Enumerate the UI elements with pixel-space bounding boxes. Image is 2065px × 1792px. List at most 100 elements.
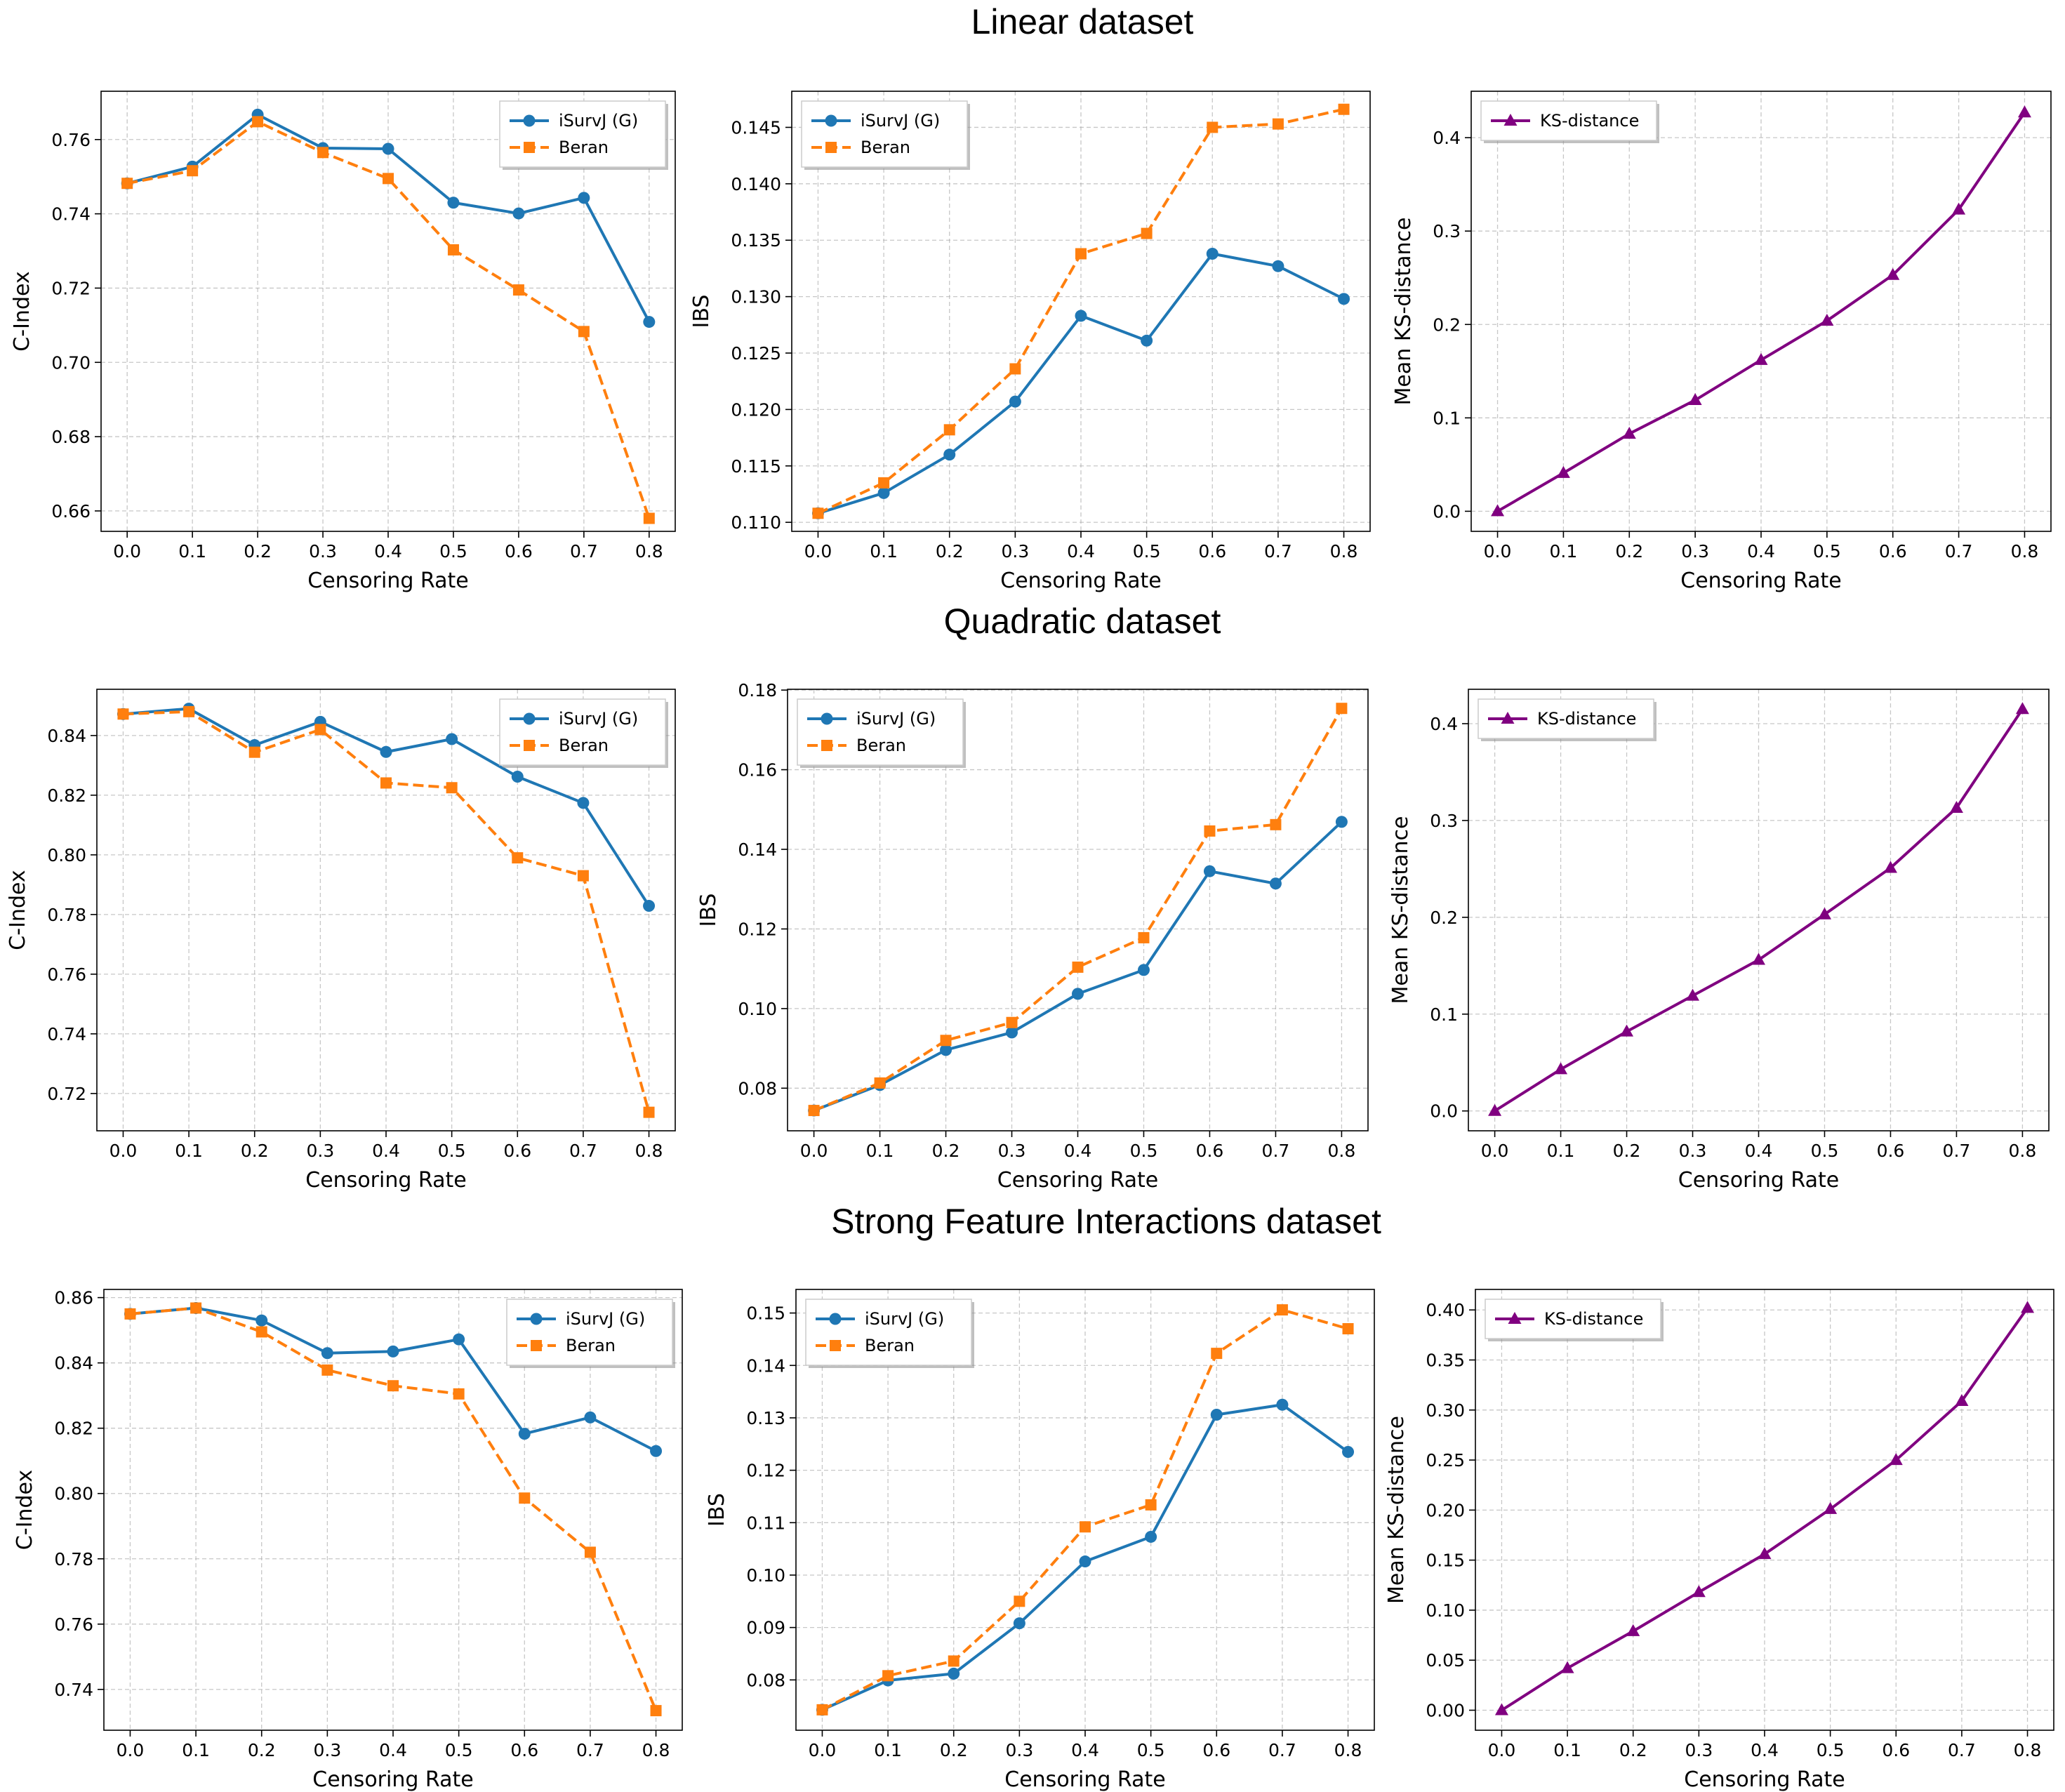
- data-point: [1955, 1393, 1969, 1406]
- grid-lines: [104, 1289, 682, 1730]
- data-point: [943, 424, 955, 436]
- y-tick-label: 0.78: [47, 905, 86, 925]
- x-tick-label: 0.0: [109, 1141, 138, 1161]
- x-axis-label: Censoring Rate: [1678, 1168, 1839, 1193]
- y-tick-label: 0.80: [54, 1484, 93, 1504]
- x-tick-label: 0.5: [1813, 541, 1841, 562]
- legend: KS-distance: [1485, 1299, 1664, 1341]
- series-beran: [124, 1302, 662, 1717]
- x-tick-label: 0.0: [1484, 541, 1512, 562]
- x-axis-label: Censoring Rate: [312, 1767, 473, 1792]
- data-point: [321, 1364, 333, 1376]
- x-tick-label: 0.7: [1945, 541, 1973, 562]
- y-tick-label: 0.115: [731, 456, 781, 477]
- legend-marker: [524, 142, 535, 153]
- y-axis-label: Mean KS-distance: [1388, 816, 1413, 1004]
- data-point: [380, 777, 392, 789]
- x-tick-label: 0.8: [2009, 1141, 2037, 1161]
- x-tick-label: 0.2: [244, 541, 272, 562]
- y-tick-label: 0.2: [1433, 314, 1461, 335]
- y-axis-label: Mean KS-distance: [1384, 1416, 1409, 1604]
- x-tick-label: 0.8: [2014, 1740, 2042, 1760]
- data-point: [255, 1326, 267, 1338]
- legend-marker: [825, 114, 837, 127]
- legend-marker: [1501, 712, 1515, 724]
- legend-label: Beran: [559, 736, 609, 755]
- x-tick-label: 0.7: [1262, 1141, 1290, 1161]
- y-tick-label: 0.4: [1433, 128, 1461, 148]
- data-point: [643, 316, 656, 328]
- y-tick-label: 0.125: [731, 343, 781, 364]
- data-point: [1622, 426, 1636, 439]
- x-axis-label: Censoring Rate: [305, 1168, 466, 1193]
- data-point: [808, 1105, 820, 1117]
- x-tick-label: 0.5: [439, 541, 467, 562]
- data-point: [512, 284, 524, 296]
- y-tick-label: 0.10: [1426, 1600, 1465, 1621]
- x-tick-label: 0.1: [1553, 1740, 1581, 1760]
- y-tick-label: 0.1: [1433, 408, 1461, 428]
- data-point: [1079, 1555, 1091, 1568]
- x-tick-label: 0.0: [1481, 1141, 1509, 1161]
- x-tick-label: 0.7: [1268, 1740, 1296, 1760]
- y-tick-label: 0.1: [1430, 1004, 1458, 1025]
- data-point: [1752, 953, 1765, 965]
- x-tick-label: 0.7: [570, 541, 598, 562]
- x-tick-label: 0.8: [642, 1740, 670, 1760]
- data-point: [1494, 1703, 1508, 1715]
- data-point: [1075, 310, 1087, 322]
- data-point: [512, 852, 524, 864]
- data-point: [1009, 363, 1021, 375]
- chart-quadratic-ks: 0.0 0.1 0.2 0.3 0.4 0.5 0.6 0.7 0.8 0.0 0.1 0.2 0.3 0…: [1388, 689, 2050, 1193]
- data-point: [643, 512, 655, 524]
- y-tick-label: 0.0: [1430, 1101, 1458, 1122]
- data-point: [183, 705, 195, 717]
- data-point: [187, 165, 199, 177]
- grid-lines: [1475, 1289, 2054, 1730]
- data-point: [1211, 1348, 1223, 1360]
- y-axis-label: IBS: [696, 894, 721, 927]
- data-point: [446, 782, 458, 794]
- legend: KS-distance: [1480, 100, 1659, 143]
- data-point: [124, 1308, 136, 1320]
- section-title-quadratic: Quadratic dataset: [944, 602, 1221, 641]
- legend-label: iSurvJ (G): [559, 709, 638, 729]
- legend: iSurvJ (G) Beran: [499, 100, 668, 170]
- y-tick-label: 0.68: [51, 427, 91, 447]
- series-beran: [117, 705, 655, 1118]
- legend: iSurvJ (G) Beran: [805, 1299, 974, 1368]
- data-point: [1270, 818, 1282, 830]
- data-point: [1626, 1624, 1640, 1636]
- y-tick-label: 0.135: [731, 230, 781, 251]
- data-point: [383, 173, 394, 185]
- section-title-strong-feature-interactions: Strong Feature Interactions dataset: [831, 1202, 1381, 1241]
- y-tick-label: 0.15: [1426, 1551, 1465, 1571]
- data-point: [584, 1546, 596, 1558]
- data-point: [1203, 865, 1216, 877]
- grid-lines: [788, 689, 1368, 1131]
- y-tick-label: 0.78: [54, 1549, 93, 1569]
- x-tick-label: 0.8: [635, 1141, 663, 1161]
- x-tick-label: 0.6: [510, 1740, 538, 1760]
- data-point: [1006, 1016, 1018, 1028]
- x-tick-label: 0.2: [1613, 1141, 1641, 1161]
- y-tick-label: 0.70: [51, 352, 91, 373]
- data-point: [1560, 1661, 1574, 1673]
- data-point: [1072, 988, 1084, 1000]
- y-tick-label: 0.86: [54, 1288, 93, 1308]
- x-tick-label: 0.7: [569, 1141, 597, 1161]
- legend: iSurvJ (G) Beran: [506, 1299, 675, 1368]
- legend-box: [801, 100, 968, 168]
- y-tick-label: 0.05: [1426, 1650, 1465, 1671]
- y-axis-label: C-Index: [10, 271, 34, 351]
- x-tick-label: 0.1: [870, 541, 898, 562]
- y-tick-label: 0.00: [1426, 1700, 1465, 1720]
- data-point: [190, 1302, 202, 1314]
- y-axis-label: Mean KS-distance: [1391, 218, 1416, 406]
- x-tick-label: 0.1: [874, 1740, 902, 1760]
- y-tick-label: 0.40: [1426, 1300, 1465, 1320]
- legend-marker: [530, 1313, 543, 1325]
- series-line: [126, 120, 651, 519]
- data-point: [317, 147, 329, 159]
- data-point: [1204, 825, 1216, 837]
